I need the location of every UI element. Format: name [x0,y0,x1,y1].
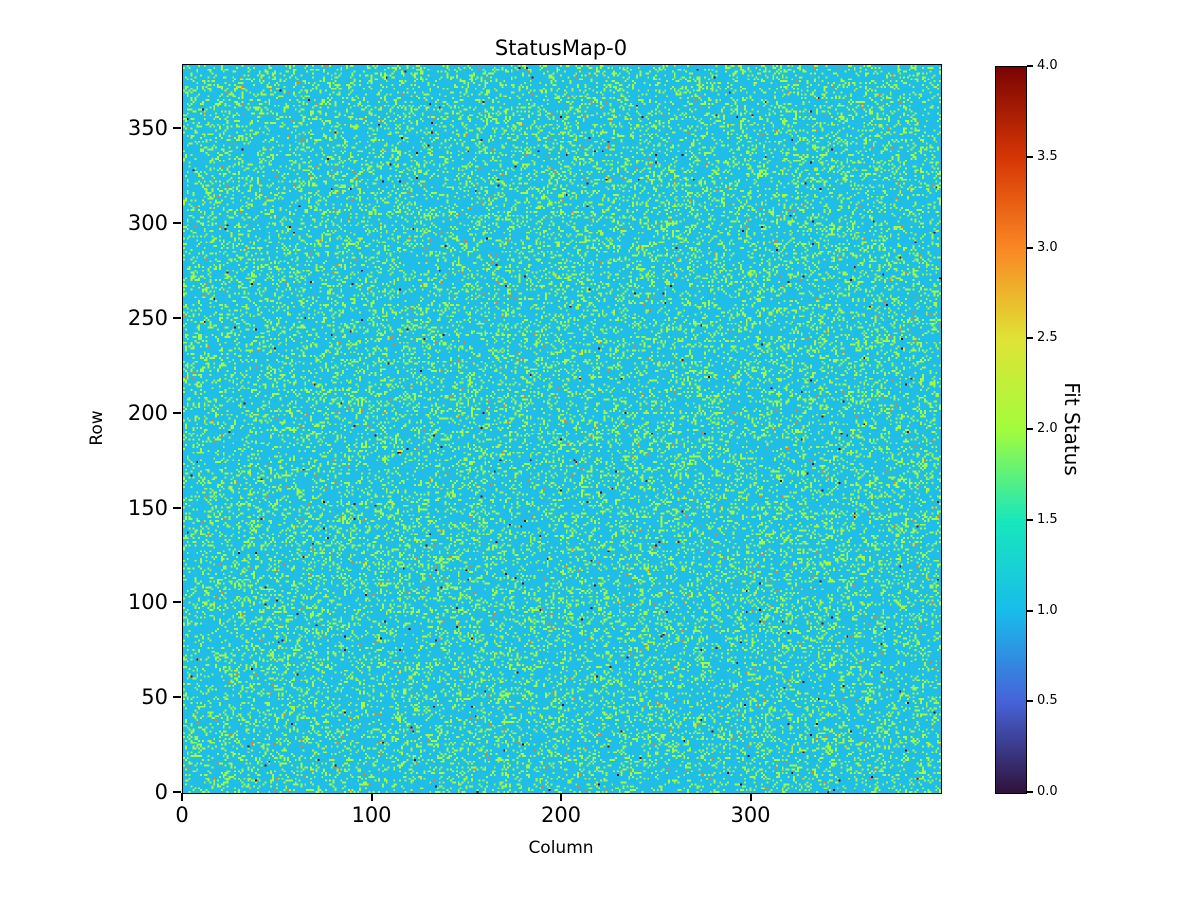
colorbar-tick-label: 0.5 [1037,693,1058,709]
heatmap-canvas [183,65,941,793]
colorbar-tick-label: 3.0 [1037,239,1058,255]
colorbar-tick-label: 0.0 [1037,784,1058,799]
colorbar-tick-label: 2.0 [1037,421,1058,436]
y-tick [173,696,181,699]
y-tick-label: 250 [127,306,168,331]
colorbar-tick [1027,65,1033,67]
y-tick [173,127,181,130]
colorbar-tick [1027,791,1033,793]
heatmap-plot-area [182,64,942,794]
x-tick-label: 200 [540,803,582,827]
y-tick-label: 150 [127,495,168,520]
x-tick [749,793,752,801]
x-tick-label: 300 [730,803,771,827]
colorbar-tick-label: 1.0 [1037,602,1058,618]
colorbar-tick-label: 4.0 [1037,58,1058,73]
x-tick [560,793,562,801]
colorbar-tick-label: 2.5 [1037,330,1058,346]
y-tick-label: 200 [127,400,168,425]
y-tick [173,791,181,793]
x-tick-label: 100 [351,803,392,827]
colorbar-tick [1027,518,1033,521]
colorbar-tick [1027,428,1033,430]
y-axis-label: Row [87,410,107,446]
chart-title: StatusMap-0 [494,36,628,60]
y-tick [173,411,181,414]
colorbar-tick [1027,609,1033,612]
colorbar-tick [1027,246,1033,249]
x-axis-label: Column [528,838,594,858]
y-tick [173,506,181,509]
y-tick-label: 350 [127,116,168,141]
colorbar-tick [1027,155,1033,158]
y-tick-label: 300 [127,211,168,236]
y-tick [173,222,181,225]
x-tick [370,793,373,801]
y-tick-label: 50 [141,685,168,710]
y-tick-label: 0 [154,780,168,804]
x-tick-label: 0 [175,803,189,827]
colorbar-tick-label: 3.5 [1037,148,1058,164]
colorbar-tick-label: 1.5 [1037,511,1058,527]
y-tick-label: 100 [127,590,168,615]
colorbar-tick [1027,700,1033,703]
colorbar-tick [1027,337,1033,340]
colorbar [995,66,1027,794]
y-tick [173,601,181,604]
y-tick [173,317,181,320]
x-tick [181,793,183,801]
colorbar-label: Fit Status [1060,382,1084,476]
